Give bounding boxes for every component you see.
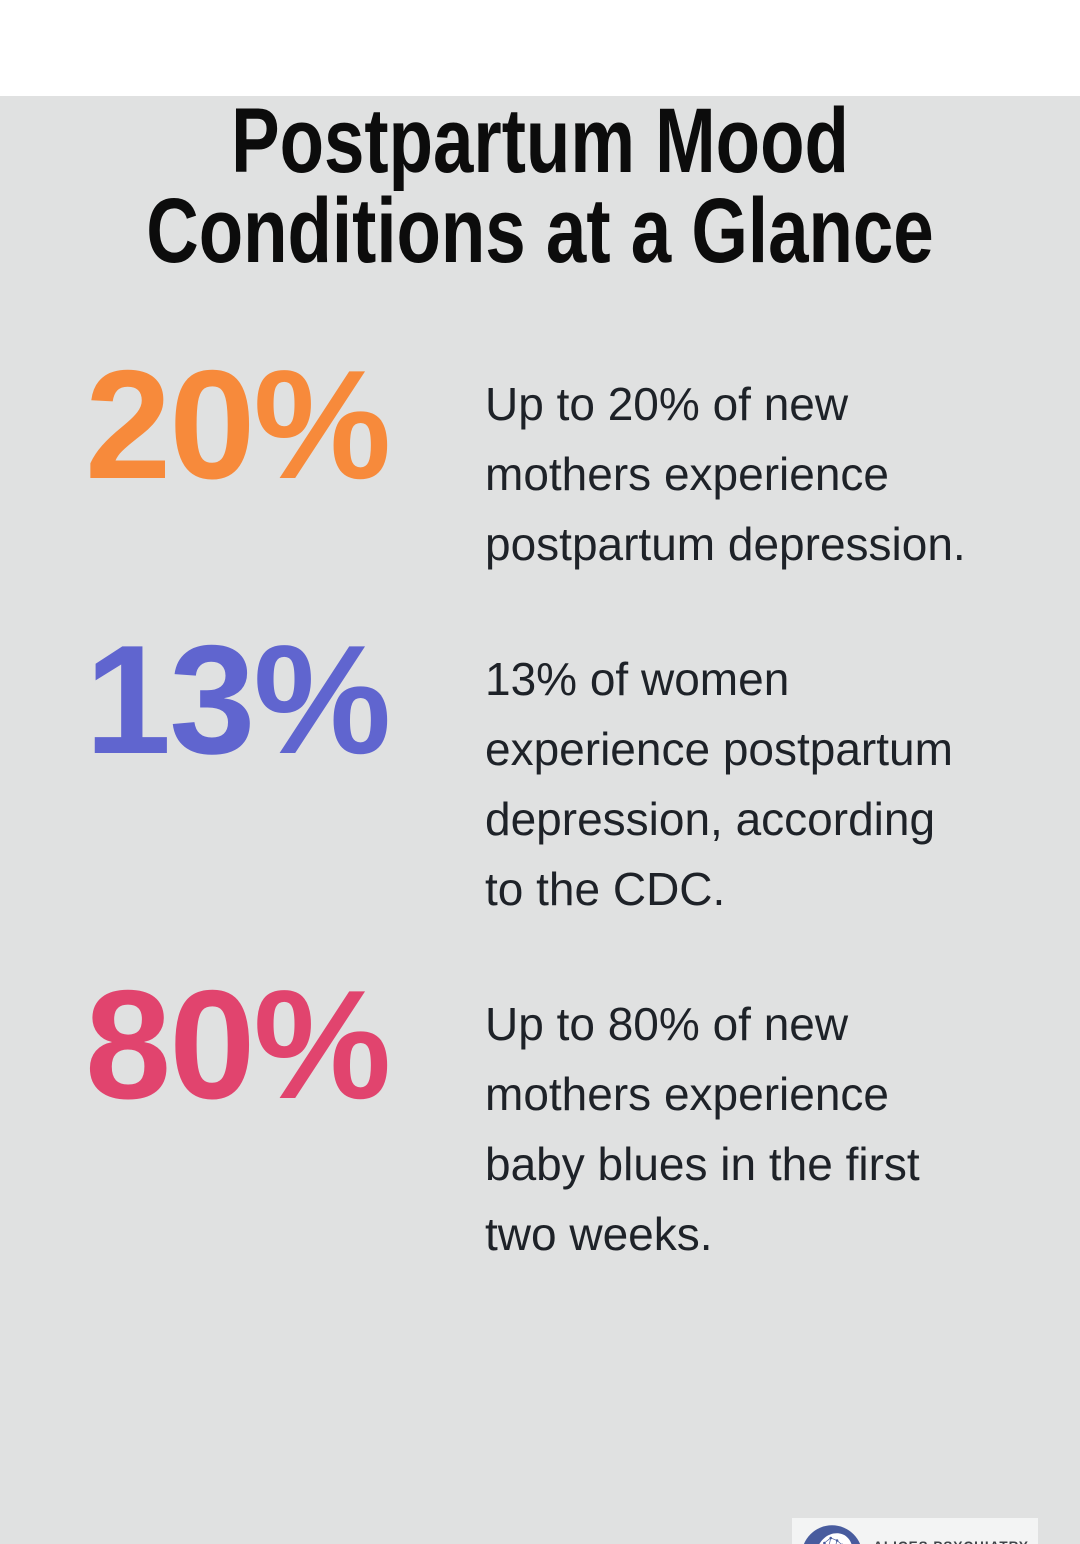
page-title: Postpartum Mood Conditions at a Glance	[146, 90, 934, 282]
logo-card: ALICES PSYCHIATRY & WELLNESS	[792, 1518, 1038, 1544]
stat-value-20-percent: 20%	[85, 338, 391, 511]
stat-row-postpartum-depression-20: 20% Up to 20% of new mothers experience …	[85, 347, 1080, 579]
logo-text-line1: ALICES PSYCHIATRY	[872, 1537, 1030, 1544]
logo-text: ALICES PSYCHIATRY & WELLNESS	[872, 1537, 1030, 1544]
stats-list: 20% Up to 20% of new mothers experience …	[0, 347, 1080, 1269]
stat-description-80-percent: Up to 80% of new mothers experience baby…	[485, 998, 920, 1260]
stat-description-13-percent: 13% of women experience postpartum depre…	[485, 653, 953, 915]
stat-description-20-percent: Up to 20% of new mothers experience post…	[485, 378, 966, 570]
stat-value-80-percent: 80%	[85, 958, 391, 1131]
stat-value-13-percent: 13%	[85, 613, 391, 786]
brain-head-icon	[800, 1524, 864, 1544]
stat-row-baby-blues-80: 80% Up to 80% of new mothers experience …	[85, 967, 1080, 1269]
stat-row-postpartum-depression-13: 13% 13% of women experience postpartum d…	[85, 622, 1080, 924]
infographic-canvas: Postpartum Mood Conditions at a Glance 2…	[0, 90, 1080, 1544]
